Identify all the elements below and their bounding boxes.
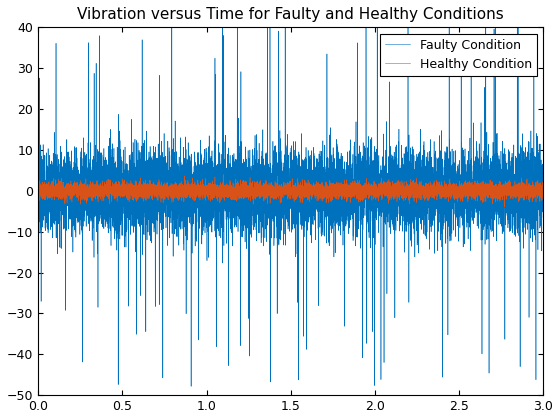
Faulty Condition <box>188 384 194 389</box>
Faulty Condition <box>35 154 41 159</box>
Healthy Condition <box>56 195 63 200</box>
Healthy Condition <box>35 189 41 194</box>
Faulty Condition <box>540 215 547 220</box>
Title: Vibration versus Time for Faulty and Healthy Conditions: Vibration versus Time for Faulty and Hea… <box>77 7 504 22</box>
Healthy Condition <box>282 187 288 192</box>
Legend: Faulty Condition, Healthy Condition: Faulty Condition, Healthy Condition <box>380 34 537 76</box>
Faulty Condition <box>282 170 288 175</box>
Faulty Condition <box>56 191 63 196</box>
Faulty Condition <box>65 150 72 155</box>
Line: Healthy Condition: Healthy Condition <box>38 174 543 207</box>
Healthy Condition <box>540 189 547 194</box>
Faulty Condition <box>37 225 44 230</box>
Line: Faulty Condition: Faulty Condition <box>38 0 543 386</box>
Faulty Condition <box>513 164 520 169</box>
Healthy Condition <box>37 189 44 194</box>
Healthy Condition <box>220 172 227 177</box>
Healthy Condition <box>513 187 520 192</box>
Healthy Condition <box>501 204 508 209</box>
Faulty Condition <box>134 193 141 198</box>
Healthy Condition <box>134 191 141 196</box>
Healthy Condition <box>65 182 72 187</box>
